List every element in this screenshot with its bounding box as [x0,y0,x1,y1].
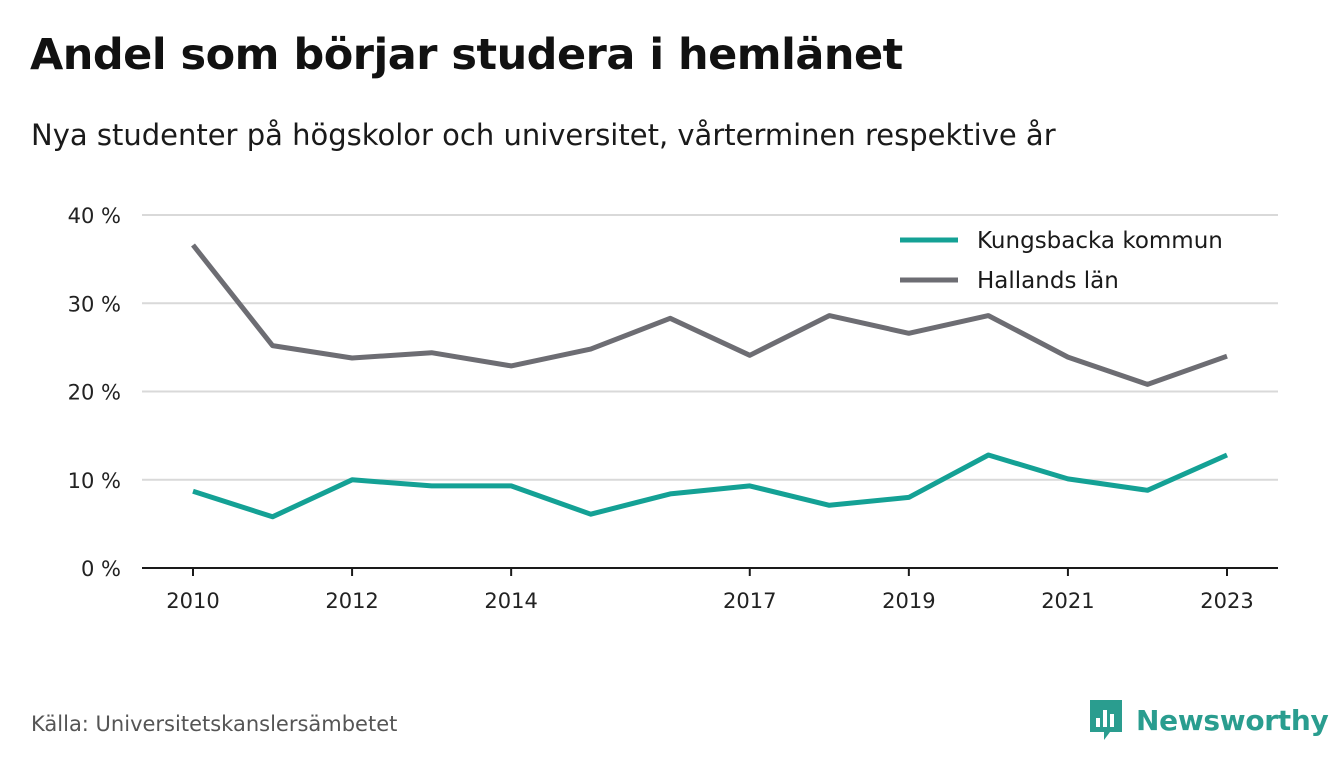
x-tick-label: 2023 [1200,589,1253,613]
x-tick-label: 2021 [1041,589,1094,613]
series-line-0 [192,452,1229,520]
line-chart: 0 % 10 % 20 % 30 % 40 % 2010 2012 2014 2017 2019 2… [68,204,1278,613]
axes: 0 % 10 % 20 % 30 % 40 % 2010 2012 2014 2017 2019 2… [68,204,1278,613]
legend-label: Hallands län [977,268,1119,294]
y-tick-label: 20 % [68,381,121,405]
legend-label: Kungsbacka kommun [977,228,1223,254]
source-note: Källa: Universitetskanslersämbetet [31,712,398,736]
y-tick-label: 40 % [68,204,121,228]
y-tick-label: 10 % [68,469,121,493]
x-tick-label: 2019 [882,589,935,613]
y-tick-label: 30 % [68,292,121,316]
x-tick-label: 2017 [723,589,776,613]
brand-name: Newsworthy [1136,703,1329,737]
y-tick-label: 0 % [81,557,121,581]
x-tick-label: 2014 [484,589,537,613]
legend: Kungsbacka kommun Hallands län [890,220,1278,300]
chart-subtitle: Nya studenter på högskolor och universit… [31,118,1056,152]
x-tick-label: 2012 [325,589,378,613]
newsworthy-logo-icon [1090,700,1122,740]
series-lines [191,243,1229,520]
series-line-1 [191,243,1228,387]
brand: Newsworthy [1088,698,1329,742]
chart-title: Andel som börjar studera i hemlänet [30,30,903,80]
legend-background [890,220,1278,300]
x-tick-label: 2010 [166,589,219,613]
